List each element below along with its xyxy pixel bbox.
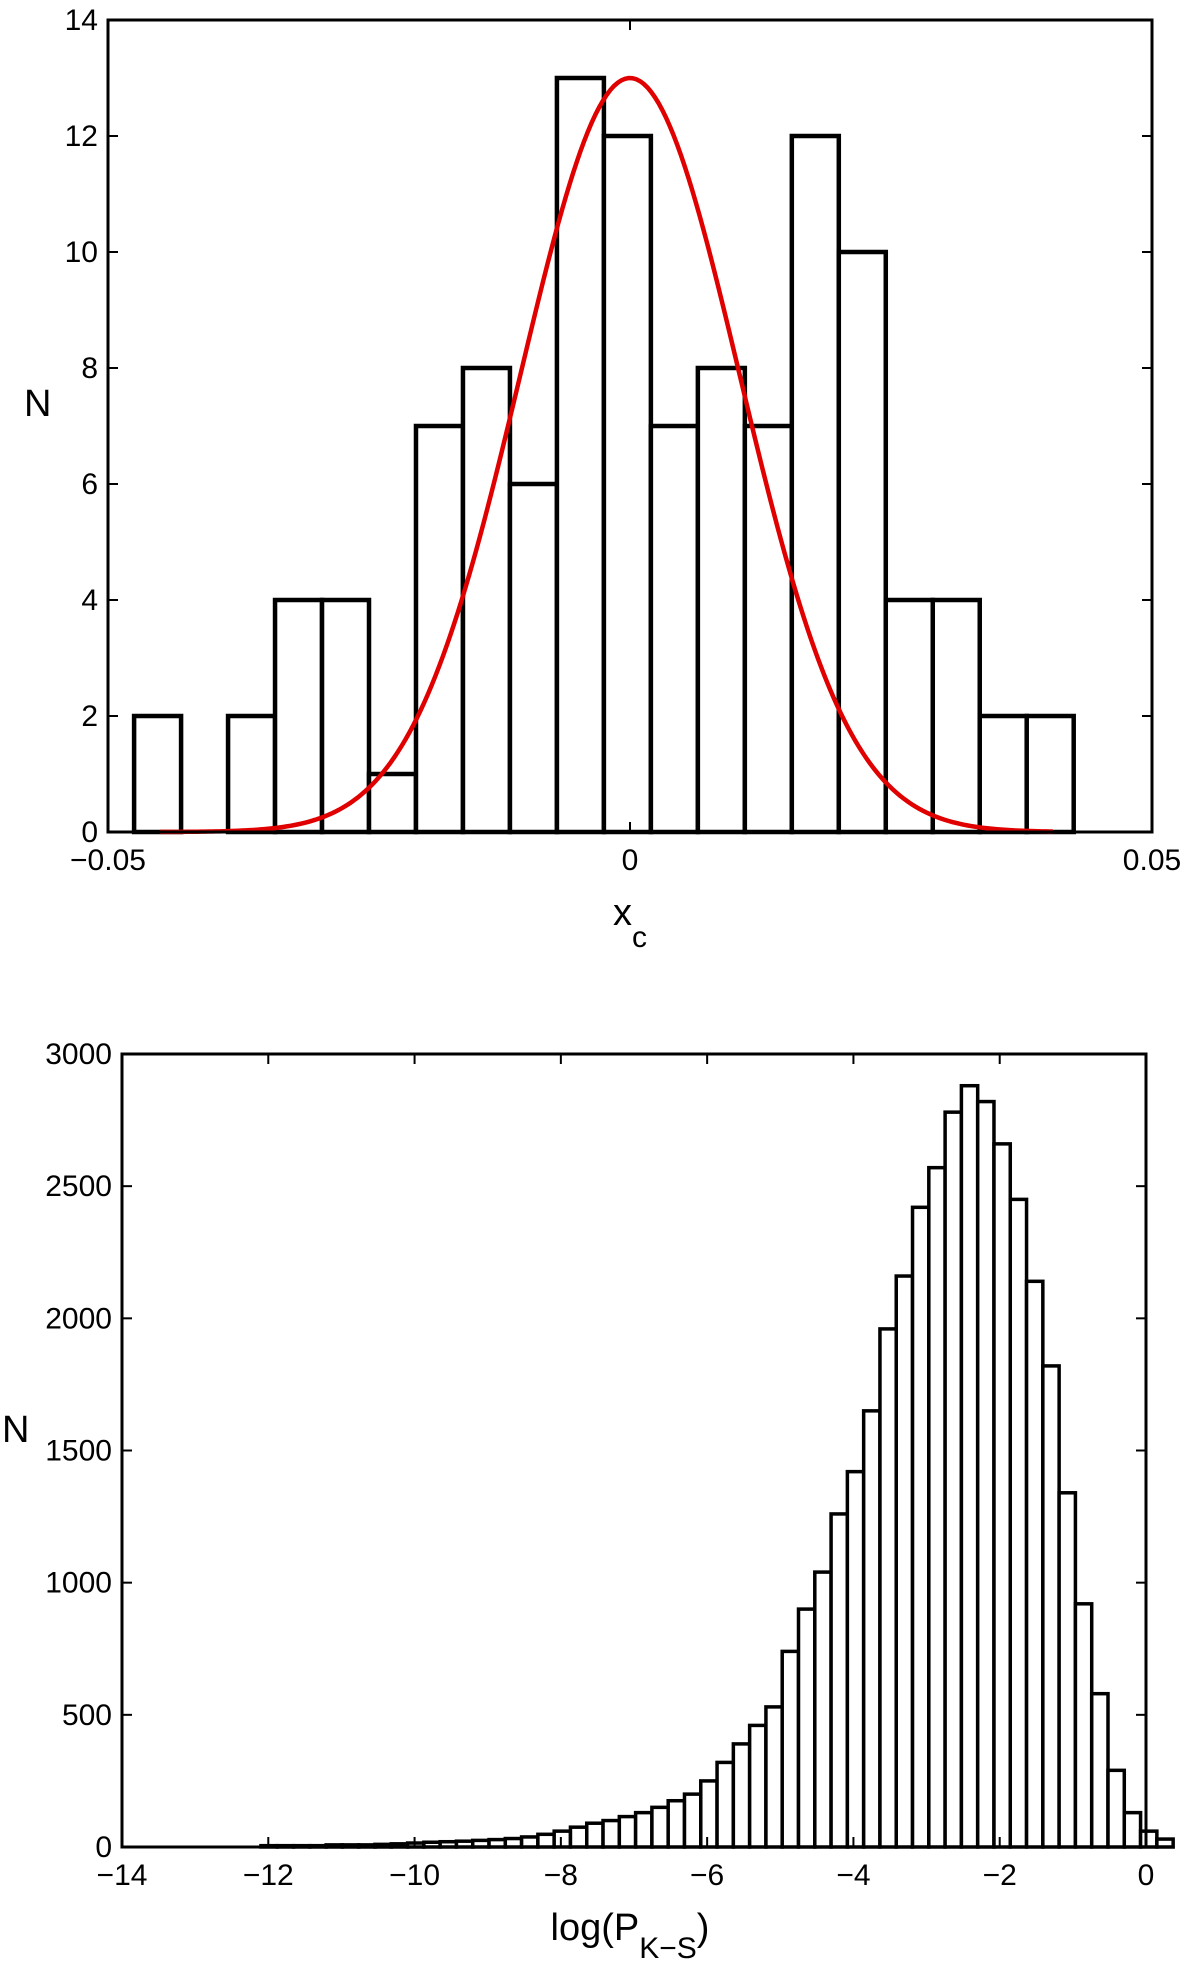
xc-y-tick-label: 4 (81, 584, 98, 617)
histogram-bar (507, 481, 560, 835)
logpks-x-tick-label: −6 (690, 1859, 724, 1892)
logpks-x-axis-label-main: log(P (551, 1907, 640, 1949)
logpks-axis-ticks: −14 −12 −10 −8 −6 −4 −2 0 0 500 1000 1500 2000 2500 30… (45, 1038, 1154, 1892)
logpks-x-tick-label: −2 (983, 1859, 1017, 1892)
histogram-bar (715, 1760, 736, 1849)
logpks-x-tick-label: 0 (1138, 1859, 1155, 1892)
logpks-y-tick-label: 2500 (45, 1170, 112, 1203)
histogram-bar (682, 1792, 703, 1849)
histogram-bar (894, 1274, 915, 1849)
xc-x-tick-label: 0.05 (1123, 844, 1181, 877)
histogram-bar (536, 1832, 556, 1849)
logpks-y-tick-label: 2000 (45, 1302, 112, 1335)
xc-histogram-bars (131, 75, 1076, 835)
logpks-x-tick-label: −10 (389, 1859, 440, 1892)
histogram-bar (554, 75, 607, 835)
histogram-bar (780, 1649, 801, 1849)
histogram-bar (601, 1818, 622, 1849)
xc-y-tick-label: 0 (81, 816, 98, 849)
histogram-bar (883, 597, 936, 835)
histogram-bar (943, 1110, 964, 1849)
histogram-bar (552, 1829, 573, 1849)
logpks-histogram-bars (259, 1083, 1175, 1849)
histogram-bar (633, 1810, 654, 1849)
xc-y-tick-label: 2 (81, 700, 98, 733)
histogram-bar (959, 1083, 980, 1849)
logpks-x-tick-label: −14 (97, 1859, 148, 1892)
histogram-bar (1106, 1768, 1127, 1849)
histogram-bar (977, 713, 1029, 835)
histogram-bar (568, 1825, 589, 1849)
histogram-bar (789, 133, 842, 835)
logpks-x-axis-label-subscript: K−S (639, 1932, 697, 1965)
logpks-y-tick-label: 3000 (45, 1038, 112, 1071)
xc-x-tick-label: −0.05 (70, 844, 146, 877)
histogram-bar (813, 1570, 833, 1849)
xc-y-tick-label: 12 (65, 120, 98, 153)
xc-y-tick-label: 6 (81, 468, 98, 501)
logpks-y-tick-label: 1500 (45, 1435, 112, 1468)
xc-x-axis-label-subscript: c (632, 921, 647, 954)
histogram-bar (601, 133, 654, 835)
logpks-y-axis-label: N (2, 1409, 29, 1451)
logpks-y-tick-label: 500 (62, 1699, 112, 1732)
histogram-bar (836, 249, 889, 835)
logpks-y-tick-label: 1000 (45, 1567, 112, 1600)
histogram-bar (319, 597, 372, 835)
histogram-bar (796, 1607, 817, 1849)
logpks-x-tick-label: −12 (243, 1859, 294, 1892)
xc-y-tick-label: 14 (65, 4, 98, 37)
histogram-bar (1089, 1691, 1110, 1849)
histogram-bar (1073, 1602, 1094, 1849)
histogram-bar (910, 1205, 931, 1849)
histogram-bar (699, 1779, 719, 1849)
histogram-bar (1122, 1810, 1143, 1849)
logpks-x-axis-label: log(PK−S) (551, 1907, 710, 1965)
histogram-bar (861, 1409, 882, 1849)
histogram-bar (519, 1835, 540, 1849)
histogram-bar (927, 1165, 947, 1849)
gaussian-fit-curve (160, 75, 1053, 835)
histogram-bar (1024, 713, 1076, 835)
logpks-histogram-chart: −14 −12 −10 −8 −6 −4 −2 0 0 500 1000 1500 2000 2500 30… (2, 1038, 1175, 1965)
xc-y-axis-label: N (24, 383, 51, 425)
logpks-x-tick-label: −4 (836, 1859, 870, 1892)
histogram-bar (648, 423, 701, 835)
histogram-bar (617, 1814, 638, 1849)
histogram-bar (225, 713, 278, 835)
histogram-bar (272, 597, 325, 835)
logpks-y-tick-label: 0 (95, 1831, 112, 1864)
histogram-bar (1041, 1364, 1061, 1849)
histogram-bar (878, 1327, 898, 1849)
histogram-bar (1138, 1829, 1159, 1849)
xc-y-tick-label: 8 (81, 352, 98, 385)
histogram-bar (930, 597, 982, 835)
histogram-bar (1057, 1491, 1078, 1849)
xc-x-axis-label-main: x (613, 892, 632, 934)
histogram-bar (731, 1742, 752, 1849)
histogram-bar (695, 365, 748, 835)
xc-x-axis-label: xc (613, 892, 647, 954)
histogram-bar (413, 423, 466, 835)
xc-x-tick-label: 0 (622, 844, 639, 877)
histogram-bar (992, 1142, 1013, 1849)
histogram-bar (975, 1099, 996, 1849)
histogram-bar (131, 713, 184, 835)
histogram-bar (845, 1469, 866, 1849)
logpks-x-tick-label: −8 (544, 1859, 578, 1892)
histogram-bar (1024, 1279, 1045, 1849)
logpks-x-axis-label-close: ) (697, 1907, 710, 1949)
xc-y-tick-label: 10 (65, 236, 98, 269)
histogram-bar (764, 1705, 784, 1849)
histogram-bar (747, 1723, 768, 1849)
histogram-bar (650, 1805, 670, 1849)
histogram-bar (1155, 1837, 1175, 1849)
histogram-bar (829, 1512, 850, 1849)
histogram-bar (1008, 1197, 1029, 1849)
histogram-bar (584, 1821, 605, 1849)
histogram-bar (666, 1798, 687, 1849)
